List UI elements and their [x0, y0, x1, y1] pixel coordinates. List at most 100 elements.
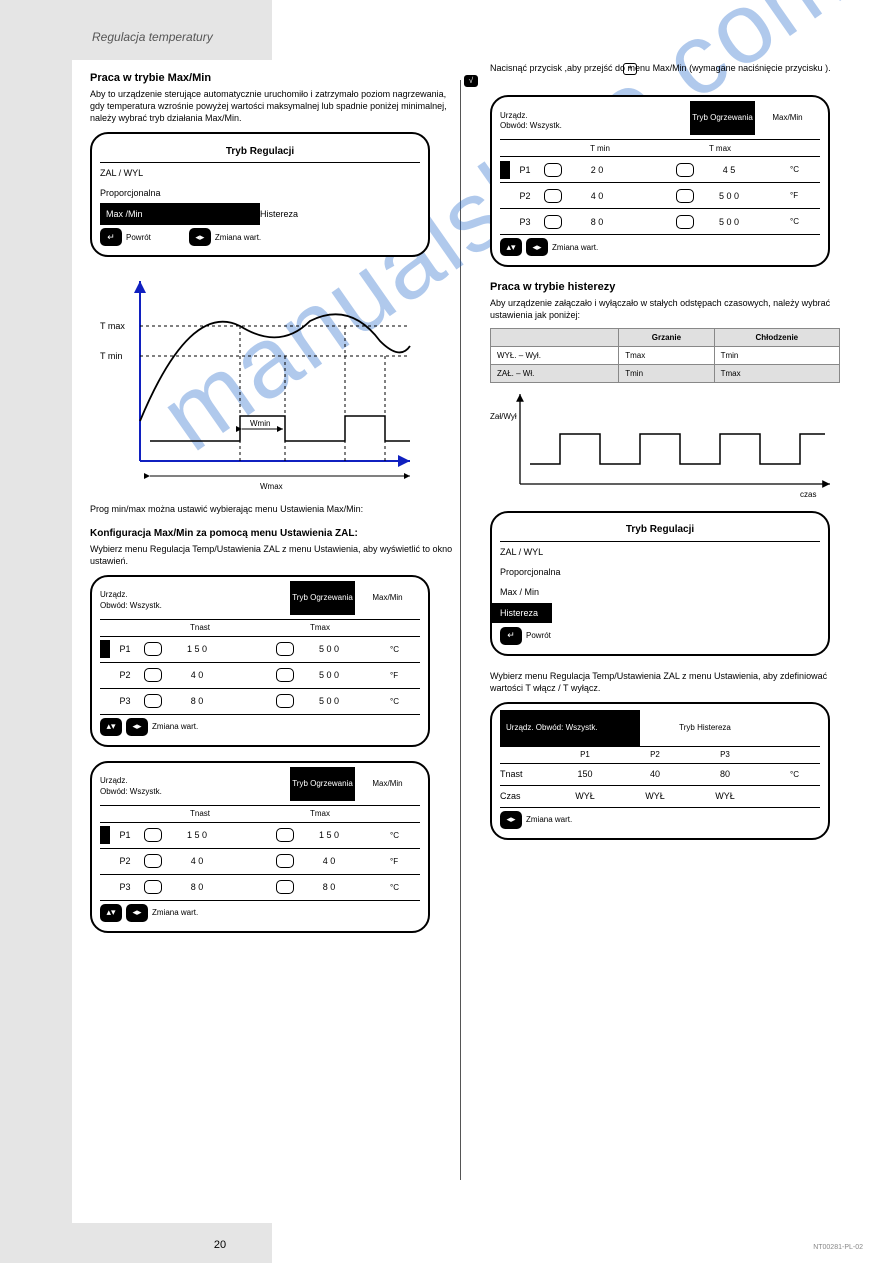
- panel-b-r2-v1: 8 0: [162, 696, 232, 706]
- tbl-r1c2: Tmax: [714, 364, 839, 382]
- checkbox-icon[interactable]: [676, 189, 694, 203]
- panel-d-left1: Urządz.: [500, 111, 690, 121]
- panel-b-r0-cap: P1: [110, 644, 140, 654]
- panel-d-nav-back: Zmiana wart.: [552, 243, 598, 252]
- checkbox-icon[interactable]: [544, 215, 562, 229]
- header-caption: Regulacja temperatury: [92, 30, 213, 44]
- panel-c-r1-v2: 4 0: [294, 856, 364, 866]
- panel-f-unit: °C: [790, 770, 820, 779]
- checkbox-icon[interactable]: [144, 880, 162, 894]
- nav-updown-icon[interactable]: ▴▾: [500, 238, 522, 256]
- panel-b-r1-cap: P2: [110, 670, 140, 680]
- nav-leftright-icon[interactable]: ◂▸: [500, 811, 522, 829]
- panel-b-r0-v1: 1 5 0: [162, 644, 232, 654]
- checkbox-icon[interactable]: [276, 668, 294, 682]
- nav-arrows-icon[interactable]: ◂▸: [189, 228, 211, 246]
- panel-b-sel-dark[interactable]: Tryb Ogrzewania: [290, 581, 355, 615]
- panel-d-r0-v2: 4 5: [694, 165, 764, 175]
- panel-d-r2-cap: P3: [510, 217, 540, 227]
- chart-wmax: Wmax: [260, 482, 283, 491]
- panel-d-left2: Obwód: Wszystk.: [500, 121, 690, 131]
- chart-tmin: T min: [100, 351, 122, 361]
- checkbox-icon[interactable]: [676, 163, 694, 177]
- panel-c-left2: Obwód: Wszystk.: [100, 787, 290, 797]
- panel-d-r0-cap: P1: [510, 165, 540, 175]
- checkbox-icon[interactable]: [276, 828, 294, 842]
- checkbox-icon[interactable]: [144, 694, 162, 708]
- panel-f-r2-1: WYŁ: [550, 791, 620, 801]
- panel-e-l2: Max / Min: [492, 582, 828, 602]
- panel-c-r2-v1: 8 0: [162, 882, 232, 892]
- footer-reference: NT00281-PL-02: [813, 1244, 863, 1251]
- section-a-title: Praca w trybie Max/Min: [90, 72, 460, 84]
- nav-back-icon[interactable]: ↵: [500, 627, 522, 645]
- panel-d-sel-dark[interactable]: Tryb Ogrzewania: [690, 101, 755, 135]
- section-d: Wybierz menu Regulacja Temp/Ustawienia Z…: [490, 670, 860, 694]
- checkbox-icon[interactable]: [676, 215, 694, 229]
- panel-c-r1-u: °F: [390, 857, 420, 866]
- panel-f-r2-2: WYŁ: [620, 791, 690, 801]
- checkbox-icon[interactable]: [544, 189, 562, 203]
- checkbox-icon[interactable]: [144, 828, 162, 842]
- tbl-r0c2: Tmin: [714, 346, 839, 364]
- checkbox-icon[interactable]: [144, 642, 162, 656]
- panel-d-r0-u: °C: [790, 165, 820, 174]
- panel-c-r0-cap: P1: [110, 830, 140, 840]
- panel-a-line1: ZAL / WYL: [92, 163, 428, 183]
- panel-b-sel-light[interactable]: Max/Min: [355, 581, 420, 615]
- panel-c-r1-v1: 4 0: [162, 856, 232, 866]
- section-c-body: Aby urządzenie załączało i wyłączało w s…: [490, 297, 860, 321]
- nav-updown-icon[interactable]: ▴▾: [100, 718, 122, 736]
- tbl-r0c1: Tmax: [619, 346, 714, 364]
- panel-b-nav-back: Zmiana wart.: [152, 722, 198, 731]
- page-bottom-bar: [72, 1223, 272, 1263]
- panel-f-c1: P2: [620, 750, 690, 759]
- panel-f-right: Tryb Histereza: [640, 710, 770, 746]
- panel-c-r0-u: °C: [390, 831, 420, 840]
- panel-e-l1: Proporcjonalna: [492, 562, 828, 582]
- nav-updown-icon[interactable]: ▴▾: [100, 904, 122, 922]
- tbl-r1c0: ZAŁ. – Wł.: [491, 364, 619, 382]
- panel-a-hl-label: Max /Min: [100, 203, 260, 225]
- panel-c-r2-cap: P3: [110, 882, 140, 892]
- chart-wmin: Wmin: [250, 419, 270, 428]
- panel-b-r2-cap: P3: [110, 696, 140, 706]
- col2-intro: Nacisnąć przycisk ,aby przejść do menu M…: [490, 62, 860, 87]
- panel-f-nav-arrows: Zmiana wart.: [526, 815, 572, 824]
- panel-d-r2-v1: 8 0: [562, 217, 632, 227]
- maxmin-chart: T max T min Wmin Wmax: [90, 271, 430, 493]
- nav-leftright-icon[interactable]: ◂▸: [126, 718, 148, 736]
- panel-a-hl-value: Histereza: [260, 209, 420, 219]
- panel-mode-maxmin: Tryb Regulacji ZAL / WYL Proporcjonalna …: [90, 132, 430, 257]
- nav-back-icon[interactable]: ↵: [100, 228, 122, 246]
- checkbox-icon[interactable]: [144, 668, 162, 682]
- section-b2-title: Konfiguracja Max/Min za pomocą menu Usta…: [90, 528, 460, 539]
- panel-settings-c: Urządz. Obwód: Wszystk. Tryb Ogrzewania …: [90, 761, 430, 933]
- section-b1: Prog min/max można ustawić wybierając me…: [90, 503, 460, 515]
- panel-d-sel-light[interactable]: Max/Min: [755, 101, 820, 135]
- squarewave-chart: Zał/Wył czas: [490, 389, 830, 501]
- column-right: Nacisnąć przycisk ,aby przejść do menu M…: [490, 60, 860, 947]
- panel-c-sel-light[interactable]: Max/Min: [355, 767, 420, 801]
- checkbox-icon[interactable]: [544, 163, 562, 177]
- checkbox-icon[interactable]: [276, 694, 294, 708]
- page-top-bar: Regulacja temperatury: [72, 0, 272, 60]
- panel-f-r1-0: Tnast: [500, 769, 550, 779]
- checkbox-icon[interactable]: [276, 880, 294, 894]
- checkbox-icon[interactable]: [276, 854, 294, 868]
- nav-leftright-icon[interactable]: ◂▸: [126, 904, 148, 922]
- checkbox-icon[interactable]: [144, 854, 162, 868]
- ok-key-icon: √: [464, 75, 478, 87]
- panel-c-sel-dark[interactable]: Tryb Ogrzewania: [290, 767, 355, 801]
- panel-e-hl[interactable]: Histereza: [492, 602, 828, 624]
- panel-c-nav-back: Zmiana wart.: [152, 908, 198, 917]
- checkbox-icon[interactable]: [276, 642, 294, 656]
- nav-leftright-icon[interactable]: ◂▸: [526, 238, 548, 256]
- panel-c-r2-u: °C: [390, 883, 420, 892]
- tbl-r1c1: Tmin: [619, 364, 714, 382]
- panel-e-l0: ZAL / WYL: [492, 542, 828, 562]
- panel-f-r2-3: WYŁ: [690, 791, 760, 801]
- column-left: Praca w trybie Max/Min Aby to urządzenie…: [90, 60, 460, 947]
- panel-f-r1-2: 40: [620, 769, 690, 779]
- panel-a-highlight[interactable]: Max /Min Histereza: [92, 203, 428, 225]
